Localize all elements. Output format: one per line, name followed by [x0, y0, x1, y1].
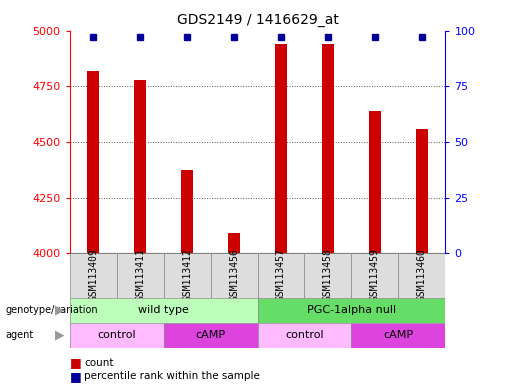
- Text: wild type: wild type: [138, 305, 189, 315]
- Bar: [70, 323, 164, 348]
- Bar: [70, 298, 258, 323]
- Text: ▶: ▶: [56, 329, 65, 341]
- Bar: [116, 253, 164, 298]
- Bar: [211, 253, 258, 298]
- Bar: [258, 298, 445, 323]
- Bar: [275, 44, 287, 384]
- Bar: [399, 253, 445, 298]
- Text: ■: ■: [70, 356, 81, 369]
- Text: PGC-1alpha null: PGC-1alpha null: [307, 305, 396, 315]
- Text: ▶: ▶: [56, 304, 65, 316]
- Bar: [322, 44, 334, 384]
- Text: GSM113412: GSM113412: [182, 248, 192, 301]
- Bar: [181, 170, 193, 384]
- Bar: [416, 129, 428, 384]
- Bar: [369, 111, 381, 384]
- Text: percentile rank within the sample: percentile rank within the sample: [84, 371, 260, 381]
- Text: cAMP: cAMP: [384, 330, 414, 340]
- Text: control: control: [97, 330, 136, 340]
- Text: GSM113458: GSM113458: [323, 248, 333, 301]
- Text: GSM113457: GSM113457: [276, 248, 286, 301]
- Bar: [228, 233, 240, 384]
- Text: control: control: [285, 330, 324, 340]
- Bar: [164, 323, 258, 348]
- Text: count: count: [84, 358, 113, 368]
- Text: cAMP: cAMP: [196, 330, 226, 340]
- Text: genotype/variation: genotype/variation: [5, 305, 98, 315]
- Title: GDS2149 / 1416629_at: GDS2149 / 1416629_at: [177, 13, 338, 27]
- Text: ■: ■: [70, 370, 81, 383]
- Bar: [352, 323, 445, 348]
- Bar: [258, 323, 352, 348]
- Text: GSM113459: GSM113459: [370, 248, 380, 301]
- Text: GSM113460: GSM113460: [417, 248, 427, 301]
- Text: GSM113409: GSM113409: [88, 248, 98, 301]
- Text: agent: agent: [5, 330, 33, 340]
- Text: GSM113456: GSM113456: [229, 248, 239, 301]
- Bar: [87, 71, 99, 384]
- Bar: [134, 80, 146, 384]
- Bar: [304, 253, 352, 298]
- Text: GSM113411: GSM113411: [135, 248, 145, 301]
- Bar: [70, 253, 116, 298]
- Bar: [164, 253, 211, 298]
- Bar: [352, 253, 399, 298]
- Bar: [258, 253, 304, 298]
